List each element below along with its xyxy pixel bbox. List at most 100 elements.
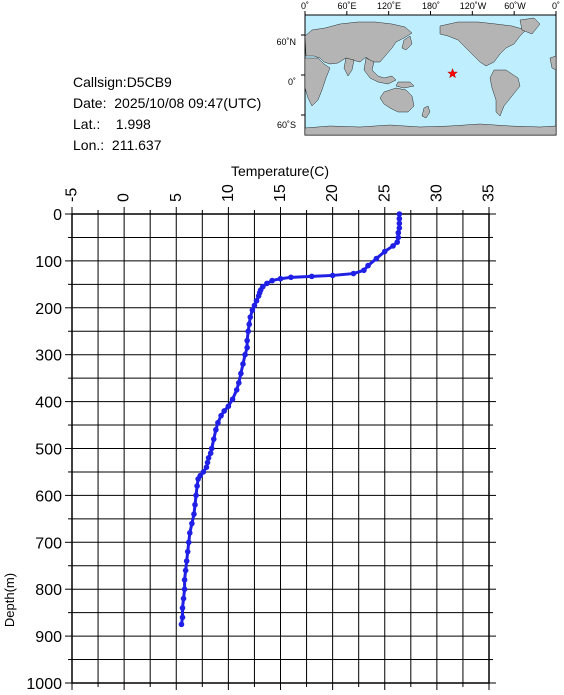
profile-point (288, 274, 294, 281)
profile-point (180, 595, 187, 602)
longitude-text: Lon.: 211.637 (73, 137, 162, 153)
profile-point (361, 267, 367, 274)
profile-point (207, 450, 214, 456)
profile-point (189, 520, 195, 527)
map-land-south-america (489, 69, 521, 117)
x-tick-labels: -5 0 5 10 15 20 25 30 35 (64, 184, 498, 202)
y-tick-label: 900 (35, 629, 62, 646)
map-lon-label: 60˚E (337, 1, 356, 11)
map-land-southeast-asia (363, 57, 397, 85)
profile-point (381, 248, 388, 255)
profile-point (396, 215, 403, 222)
profile-point (242, 351, 248, 358)
map-land-new-guinea (395, 81, 415, 89)
profile-point (179, 614, 186, 621)
x-tick-label: 5 (168, 193, 185, 202)
x-tick-label: 0 (116, 193, 133, 202)
profile-point (193, 492, 199, 499)
profile-point (395, 229, 402, 236)
profile-point (181, 586, 188, 592)
world-map-panel: 0˚ 60˚E 120˚E 180˚ 120˚W 60˚W 0˚ 60˚N 0˚… (0, 0, 564, 160)
profile-point (253, 297, 260, 304)
world-map: 0˚ 60˚E 120˚E 180˚ 120˚W 60˚W 0˚ 60˚N 0˚… (276, 1, 560, 136)
chart-svg: -5 0 5 10 15 20 25 30 35 01002003004005006007008… (2, 163, 498, 693)
profile-point (221, 408, 228, 414)
callsign-text: Callsign:D5CB9 (73, 74, 172, 90)
y-tick-label: 100 (35, 254, 62, 271)
y-axis-label: Depth(m) (2, 573, 17, 627)
profile-point (183, 558, 190, 564)
map-lon-label: 180˚ (422, 1, 440, 11)
y-tick-label: 700 (35, 535, 62, 552)
map-lat-label: 0˚ (288, 77, 296, 87)
profile-point (238, 370, 244, 377)
map-lon-label: 60˚W (504, 1, 526, 11)
profile-point (192, 501, 198, 508)
map-land-australia (379, 87, 415, 113)
profile-point (191, 511, 197, 517)
profile-point (218, 412, 224, 419)
profile-point (182, 567, 189, 574)
profile-point (308, 273, 315, 280)
profile-point (244, 337, 250, 344)
y-tick-label: 800 (35, 582, 62, 599)
map-land-new-zealand (421, 105, 431, 119)
map-land-africa (304, 57, 331, 107)
profile-point (329, 272, 336, 279)
profile-point (205, 455, 212, 461)
profile-point (240, 361, 246, 367)
map-land-north-america (439, 21, 527, 67)
profile-point (208, 445, 215, 452)
profile-point (264, 280, 270, 287)
map-lon-labels: 0˚ 60˚E 120˚E 180˚ 120˚W 60˚W 0˚ (301, 1, 560, 11)
y-tick-labels: 0 100 200 300 400 500 600 700 800 900 1000 (26, 207, 62, 693)
profile-point (225, 403, 232, 410)
profile-point (213, 426, 219, 433)
profile-point (181, 577, 188, 583)
plot-frame (71, 213, 490, 684)
map-lat-labels: 60˚N 0˚ 60˚S (276, 37, 296, 130)
profile-point (365, 262, 371, 269)
map-land-eurasia-africa (304, 21, 413, 65)
x-tick-label: 35 (481, 184, 498, 202)
y-tick-label: 200 (35, 301, 62, 318)
y-tick-label: 1000 (26, 676, 62, 690)
map-lon-label: 0˚ (301, 1, 309, 11)
profile-point (236, 380, 242, 386)
profile-point (204, 459, 211, 466)
profile-point (194, 483, 200, 489)
map-lat-label: 60˚N (276, 37, 296, 47)
profile-point (350, 270, 357, 277)
profile-point (396, 225, 403, 231)
temperature-depth-chart: -5 0 5 10 15 20 25 30 35 0 100 200 300 400 500 600 700 8… (0, 160, 564, 693)
x-tick-label: 10 (220, 184, 237, 202)
station-marker-star (447, 67, 459, 79)
map-land-africa-west (549, 55, 557, 71)
profile-point (233, 387, 240, 393)
profile-point (249, 307, 256, 313)
station-info: Callsign:D5CB9 Date: 2025/10/08 09:47(UT… (73, 72, 261, 156)
profile-point (179, 605, 186, 611)
map-land-japan (401, 35, 413, 51)
latitude-text: Lat.: 1.998 (73, 116, 151, 132)
x-tick-label: 20 (324, 184, 341, 202)
profile-point (215, 419, 221, 426)
map-land-india (343, 57, 355, 77)
profile-point (277, 275, 284, 282)
profile-point (187, 530, 193, 536)
map-lon-label: 120˚W (460, 1, 487, 11)
temperature-profile-series (178, 211, 403, 628)
profile-point (255, 293, 262, 299)
y-tick-label: 300 (35, 348, 62, 365)
map-land-antarctica (304, 123, 557, 136)
y-tick-label: 500 (35, 442, 62, 459)
profile-point (394, 239, 401, 245)
y-tick-label: 600 (35, 488, 62, 505)
x-tick-label: 15 (272, 184, 289, 202)
x-tick-label: -5 (64, 188, 81, 202)
profile-point (184, 548, 191, 555)
x-axis-label: Temperature(C) (231, 163, 329, 179)
y-tick-label: 400 (35, 395, 62, 412)
profile-point (390, 243, 396, 249)
map-land-greenland (519, 17, 541, 35)
